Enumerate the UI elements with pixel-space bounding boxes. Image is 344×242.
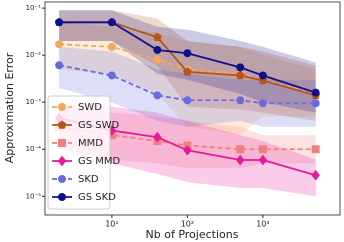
marker	[258, 154, 268, 166]
marker	[258, 71, 267, 80]
marker	[236, 145, 245, 154]
y-tick-label: 10⁻⁴	[26, 145, 42, 153]
y-tick-label: 10⁻¹	[26, 4, 42, 12]
x-axis-title: Nb of Projections	[146, 228, 239, 241]
y-tick-label: 10⁻³	[26, 98, 42, 106]
plot-frame	[44, 1, 341, 216]
marker	[153, 131, 162, 143]
legend-label: GS SWD	[78, 120, 120, 131]
legend-marker	[57, 155, 67, 167]
y-tick-label: 10⁻²	[26, 51, 42, 59]
marker	[311, 145, 320, 154]
marker	[235, 70, 245, 80]
legend-marker	[58, 103, 66, 111]
legend-marker	[58, 139, 66, 147]
legend-label: MMD	[78, 138, 103, 149]
marker	[183, 49, 192, 58]
marker	[153, 55, 162, 64]
legend-label: GS MMD	[78, 156, 121, 167]
marker	[107, 71, 116, 80]
legend-label: SKD	[78, 174, 99, 185]
marker	[236, 63, 245, 72]
error-band	[59, 106, 316, 168]
legend-marker	[58, 193, 66, 201]
marker	[55, 40, 64, 49]
error-band	[59, 10, 316, 113]
marker	[183, 144, 192, 156]
x-tick-label: 10²	[181, 220, 194, 229]
legend-marker	[57, 120, 67, 129]
marker	[311, 88, 320, 97]
marker	[153, 45, 162, 54]
marker	[258, 145, 267, 154]
marker	[311, 99, 320, 108]
marker	[152, 32, 162, 42]
marker	[236, 154, 245, 166]
marker	[183, 67, 192, 76]
marker	[107, 42, 116, 51]
x-tick-label: 10¹	[105, 220, 118, 229]
x-tick-label: 10³	[256, 220, 269, 229]
y-axis-title: Approximation Error	[3, 52, 16, 163]
marker	[55, 61, 64, 70]
error-band	[59, 46, 316, 127]
marker	[107, 18, 116, 27]
marker	[55, 18, 64, 27]
marker	[183, 96, 192, 105]
marker	[236, 96, 245, 105]
marker	[153, 91, 162, 100]
marker	[258, 99, 267, 108]
legend-label: GS SKD	[78, 192, 116, 203]
legend-marker	[58, 175, 66, 183]
legend-label: SWD	[78, 102, 102, 113]
marker	[311, 169, 320, 181]
y-tick-label: 10⁻⁵	[26, 192, 42, 200]
